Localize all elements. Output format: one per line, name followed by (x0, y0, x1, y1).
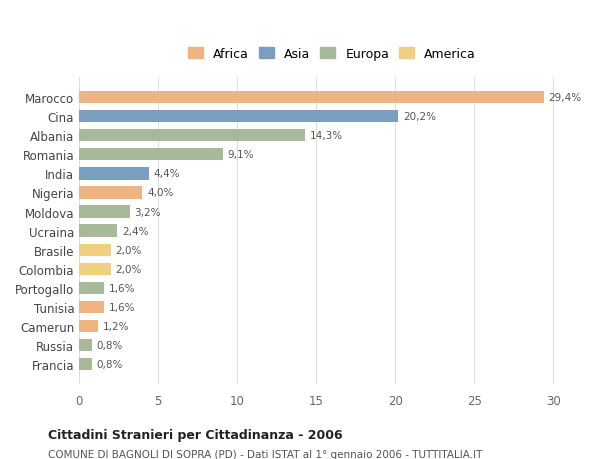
Text: 14,3%: 14,3% (310, 131, 343, 141)
Legend: Africa, Asia, Europa, America: Africa, Asia, Europa, America (184, 44, 479, 64)
Bar (79, 225, 117, 237)
Text: COMUNE DI BAGNOLI DI SOPRA (PD) - Dati ISTAT al 1° gennaio 2006 - TUTTITALIA.IT: COMUNE DI BAGNOLI DI SOPRA (PD) - Dati I… (48, 449, 482, 459)
Text: 3,2%: 3,2% (134, 207, 161, 217)
Text: 2,4%: 2,4% (122, 226, 148, 236)
Text: 0,8%: 0,8% (97, 341, 123, 350)
Bar (79, 358, 92, 371)
Text: 2,0%: 2,0% (115, 245, 142, 255)
Bar (79, 168, 149, 180)
Text: 29,4%: 29,4% (548, 93, 582, 103)
Bar (79, 206, 130, 218)
Text: 1,2%: 1,2% (103, 321, 130, 331)
Bar (79, 111, 398, 123)
Bar (79, 282, 104, 295)
Bar (79, 130, 305, 142)
Text: 2,0%: 2,0% (115, 264, 142, 274)
Text: Cittadini Stranieri per Cittadinanza - 2006: Cittadini Stranieri per Cittadinanza - 2… (48, 428, 343, 441)
Text: 1,6%: 1,6% (109, 302, 136, 312)
Text: 9,1%: 9,1% (228, 150, 254, 160)
Text: 20,2%: 20,2% (403, 112, 436, 122)
Text: 4,0%: 4,0% (147, 188, 173, 198)
Bar (79, 92, 544, 104)
Text: 4,4%: 4,4% (154, 169, 180, 179)
Bar (79, 149, 223, 161)
Bar (79, 263, 111, 275)
Bar (79, 187, 142, 199)
Bar (79, 320, 98, 333)
Bar (79, 339, 92, 352)
Bar (79, 244, 111, 257)
Text: 1,6%: 1,6% (109, 283, 136, 293)
Text: 0,8%: 0,8% (97, 359, 123, 369)
Bar (79, 301, 104, 313)
